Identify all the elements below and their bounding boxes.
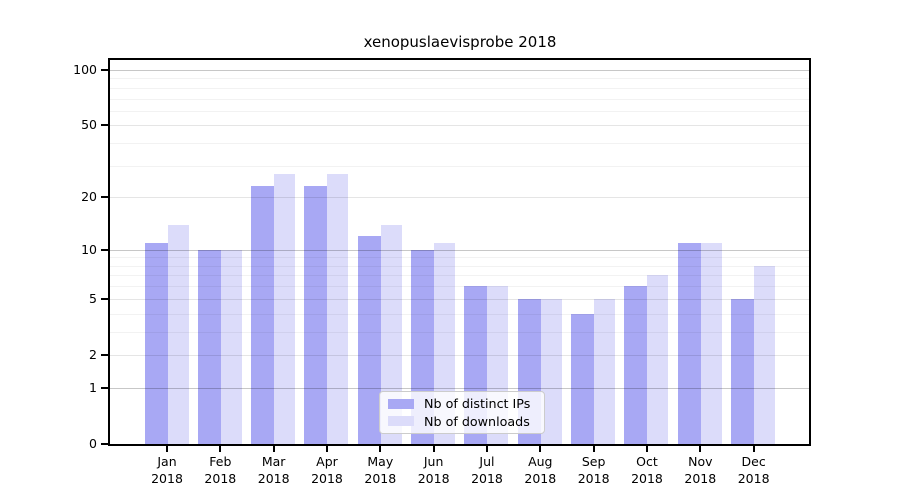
- bar-downloads-may: [380, 224, 402, 444]
- gridline-y-100: [110, 69, 809, 71]
- bar-distinct-ips-apr: [304, 186, 328, 444]
- x-tick-label-year: 2018: [577, 471, 610, 486]
- bar-distinct-ips-dec: [731, 298, 755, 444]
- x-tick-label-year: 2018: [311, 471, 343, 486]
- y-tick-2: [101, 353, 108, 356]
- bar-distinct-ips-jan: [144, 242, 168, 444]
- bar-downloads-mar: [274, 173, 296, 444]
- x-tick-jun: [432, 446, 435, 452]
- x-tick-label-sep: Sep 2018: [566, 453, 622, 487]
- x-tick-dec: [752, 446, 755, 452]
- gridline-y-30: [110, 165, 809, 167]
- x-tick-label-oct: Oct 2018: [619, 453, 675, 487]
- y-tick-label-100: 100: [73, 61, 97, 77]
- gridline-y-20: [110, 197, 809, 199]
- y-tick-1: [101, 386, 108, 389]
- x-tick-feb: [219, 446, 222, 452]
- bar-downloads-oct: [647, 275, 669, 444]
- y-tick-0: [101, 443, 108, 445]
- bar-downloads-jan: [167, 224, 189, 444]
- y-tick-20: [101, 196, 108, 199]
- chart-title: xenopuslaevisprobe 2018: [363, 33, 557, 51]
- y-tick-10: [101, 248, 108, 251]
- x-tick-oct: [645, 446, 648, 452]
- x-tick-label-jun: Jun 2018: [406, 453, 462, 487]
- bar-downloads-nov: [700, 242, 722, 444]
- x-tick-label-jul: Jul 2018: [459, 453, 515, 487]
- x-tick-label-year: 2018: [471, 471, 503, 486]
- bar-distinct-ips-mar: [251, 186, 275, 444]
- x-tick-label-year: 2018: [417, 471, 450, 486]
- bar-distinct-ips-feb: [197, 249, 221, 444]
- x-tick-label-year: 2018: [364, 471, 397, 486]
- y-tick-label-50: 50: [81, 117, 97, 133]
- x-tick-label-nov: Nov 2018: [672, 453, 728, 487]
- x-tick-label-year: 2018: [151, 471, 183, 486]
- x-tick-label-dec: Dec 2018: [726, 453, 782, 487]
- y-tick-label-2: 2: [89, 346, 97, 362]
- y-tick-label-10: 10: [81, 241, 97, 257]
- bar-downloads-sep: [594, 298, 616, 444]
- x-tick-sep: [592, 446, 595, 452]
- y-tick-label-1: 1: [89, 379, 97, 395]
- legend-swatch-distinct-ips: [388, 398, 414, 409]
- x-tick-label-apr: Apr 2018: [299, 453, 355, 487]
- x-tick-mar: [272, 446, 275, 452]
- plot-area: Nb of distinct IPs Nb of downloads: [108, 58, 811, 446]
- bar-distinct-ips-nov: [677, 242, 701, 444]
- gridline-y-70: [110, 98, 809, 100]
- x-tick-nov: [699, 446, 702, 452]
- gridline-y-40: [110, 143, 809, 145]
- x-tick-label-year: 2018: [684, 471, 717, 486]
- x-tick-jul: [485, 446, 488, 452]
- x-tick-apr: [325, 446, 328, 452]
- legend: Nb of distinct IPs Nb of downloads: [379, 391, 545, 434]
- x-tick-label-year: 2018: [631, 471, 663, 486]
- x-tick-label-jan: Jan 2018: [139, 453, 195, 487]
- y-tick-label-20: 20: [81, 189, 97, 205]
- gridline-y-80: [110, 87, 809, 89]
- x-tick-label-may: May 2018: [352, 453, 408, 487]
- x-tick-label-mar: Mar 2018: [246, 453, 302, 487]
- gridline-y-60: [110, 110, 809, 112]
- legend-item-downloads: Nb of downloads: [388, 414, 536, 429]
- y-tick-label-0: 0: [89, 436, 97, 451]
- y-tick-100: [101, 68, 108, 71]
- x-tick-aug: [539, 446, 542, 452]
- x-tick-label-year: 2018: [524, 471, 557, 486]
- x-tick-label-aug: Aug 2018: [512, 453, 568, 487]
- bar-downloads-aug: [540, 298, 562, 444]
- legend-swatch-downloads: [388, 416, 414, 427]
- y-tick-5: [101, 297, 108, 300]
- gridline-y-50: [110, 125, 809, 127]
- bar-downloads-dec: [754, 265, 776, 444]
- bar-distinct-ips-oct: [624, 286, 648, 444]
- bar-downloads-feb: [220, 249, 242, 444]
- x-tick-label-year: 2018: [204, 471, 237, 486]
- x-tick-jan: [166, 446, 168, 452]
- gridline-y-90: [110, 78, 809, 80]
- legend-label-downloads: Nb of downloads: [424, 413, 530, 429]
- x-tick-may: [379, 446, 382, 452]
- legend-label-distinct-ips: Nb of distinct IPs: [424, 396, 531, 412]
- legend-item-distinct-ips: Nb of distinct IPs: [388, 396, 536, 411]
- x-tick-label-feb: Feb 2018: [192, 453, 248, 487]
- y-tick-label-5: 5: [89, 290, 97, 306]
- bar-downloads-apr: [327, 173, 349, 444]
- bar-distinct-ips-may: [357, 236, 381, 444]
- x-tick-label-year: 2018: [257, 471, 290, 486]
- x-tick-label-year: 2018: [737, 471, 770, 486]
- y-tick-50: [101, 124, 108, 127]
- bar-distinct-ips-sep: [571, 313, 595, 444]
